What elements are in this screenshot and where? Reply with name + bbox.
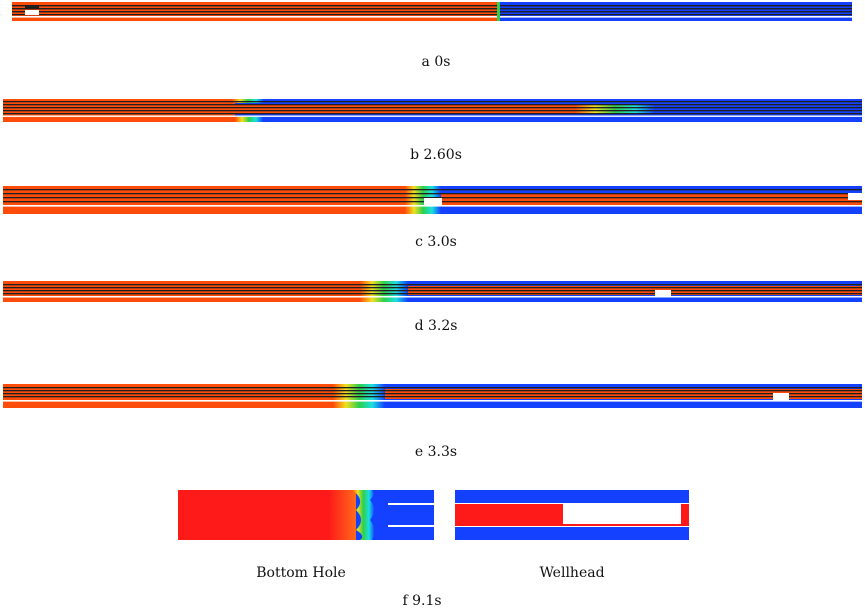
bottom-hole-label: Bottom Hole [256,565,346,581]
panel-d-pipe [3,281,862,302]
panel-b-pipe [3,99,862,122]
panel-e-pipe [3,384,862,408]
panel-f-caption: f 9.1s [402,593,442,609]
panel-e-caption: e 3.3s [414,444,458,460]
bottom-hole-view [178,490,434,540]
panel-b-caption: b 2.60s [410,147,462,163]
panel-c-caption: c 3.0s [415,234,457,250]
wellhead-view [455,490,689,540]
wellhead-label: Wellhead [539,565,605,581]
panel-c-pipe [3,186,862,214]
panel-a-pipe [12,2,852,21]
panel-a-caption: a 0s [421,54,451,70]
panel-d-caption: d 3.2s [414,318,458,334]
